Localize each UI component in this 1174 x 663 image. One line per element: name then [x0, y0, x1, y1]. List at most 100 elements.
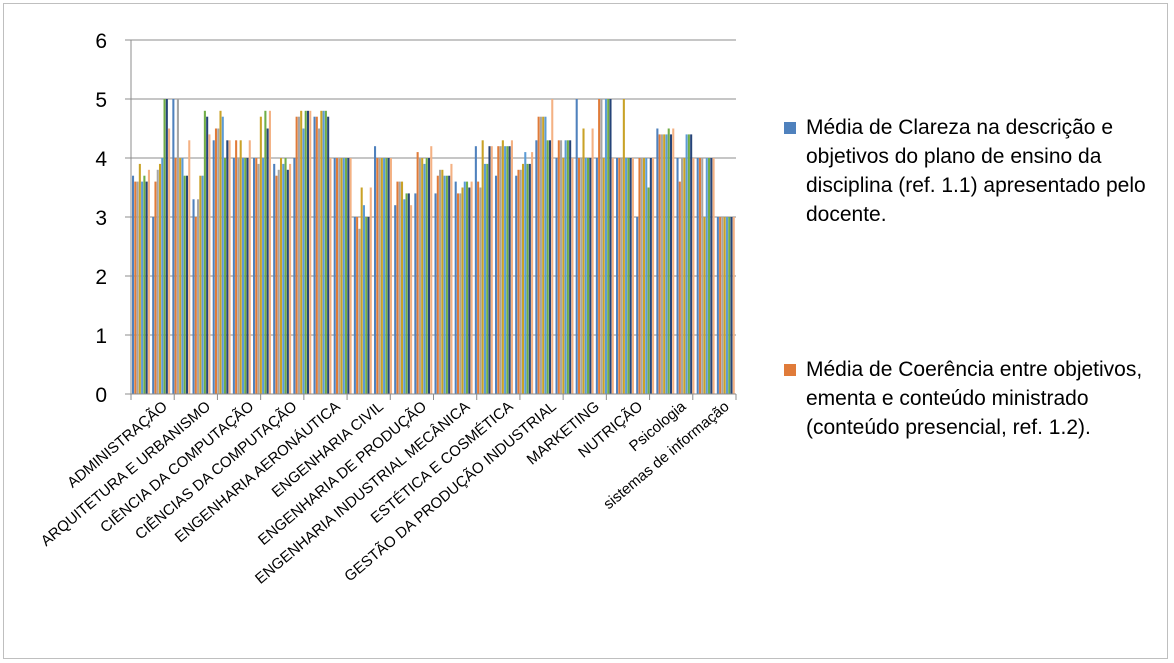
bar-series4-1 [158, 163, 162, 394]
bar-series2-13 [396, 181, 399, 394]
y-tick-label: 6 [95, 30, 107, 53]
bar-series5-23 [604, 99, 607, 394]
bar-series8-10 [349, 158, 352, 394]
bar-series2-22 [577, 158, 581, 394]
bar-series6-8 [304, 110, 307, 395]
bar-series5-9 [322, 110, 325, 395]
bar-series3-15 [439, 169, 442, 394]
bar-series4-0 [138, 163, 141, 394]
bar-series2-6 [255, 158, 258, 394]
bar-series8-29 [732, 217, 735, 394]
bar-series1-10 [333, 158, 336, 394]
bar-series2-7 [275, 175, 278, 394]
bar-series4-23 [602, 158, 605, 394]
bar-series6-2 [183, 175, 186, 394]
bar-series3-25 [640, 158, 643, 394]
bar-series3-14 [418, 158, 421, 394]
bar-series1-22 [575, 99, 578, 394]
bar-series6-20 [546, 140, 549, 394]
bar-series6-6 [264, 110, 267, 395]
bar-series6-0 [143, 175, 146, 394]
axes [125, 39, 737, 400]
bar-series4-9 [320, 110, 323, 395]
bar-series2-11 [356, 217, 359, 394]
bar-series3-3 [197, 199, 200, 394]
bar-series6-4 [224, 158, 227, 394]
bar-series1-23 [595, 158, 598, 394]
bar-series5-21 [564, 140, 567, 394]
bar-series6-25 [647, 187, 650, 394]
bar-series3-10 [338, 158, 341, 394]
bar-series6-13 [405, 193, 408, 394]
bar-series7-6 [266, 128, 269, 394]
bar-series7-9 [327, 116, 330, 394]
bar-series4-12 [380, 158, 383, 394]
bar-series3-7 [277, 169, 280, 394]
bar-series4-21 [562, 158, 565, 394]
y-tick-label: 2 [95, 266, 107, 289]
bar-series2-26 [658, 134, 661, 394]
bar-series5-22 [584, 158, 587, 394]
bar-series4-6 [259, 116, 262, 394]
bar-series8-27 [692, 158, 695, 394]
bar-series1-3 [192, 199, 195, 394]
bar-series2-29 [719, 217, 722, 394]
bar-series7-2 [185, 175, 189, 394]
bar-series7-26 [669, 134, 673, 394]
bar-series7-22 [589, 158, 592, 394]
bar-series1-12 [374, 146, 377, 394]
bar-series4-18 [501, 140, 504, 394]
bar-series3-1 [156, 169, 159, 394]
bar-series5-15 [443, 175, 446, 394]
bar-series1-29 [716, 217, 719, 394]
bar-series3-22 [580, 158, 583, 394]
bar-series2-17 [477, 181, 480, 394]
legend-swatch-clareza [784, 122, 796, 134]
bar-series2-16 [456, 193, 460, 394]
bar-series1-11 [353, 217, 356, 394]
bar-series5-12 [383, 158, 386, 394]
bar-series6-23 [607, 99, 610, 394]
bar-series4-4 [219, 110, 222, 395]
bar-series8-28 [712, 158, 715, 394]
bar-series8-21 [571, 158, 574, 394]
bar-series6-22 [587, 158, 590, 394]
bar-series8-26 [672, 128, 675, 394]
bar-series8-23 [611, 158, 614, 394]
bar-series8-17 [490, 146, 493, 394]
bar-series1-1 [152, 217, 155, 394]
bar-series1-21 [555, 158, 558, 394]
bar-series1-5 [232, 158, 235, 394]
bar-series2-20 [537, 116, 540, 394]
bar-series5-17 [483, 163, 486, 394]
bar-series8-25 [652, 158, 655, 394]
bar-series3-8 [297, 116, 300, 394]
bar-series2-27 [678, 181, 681, 394]
bar-series5-19 [524, 152, 527, 394]
bar-series2-21 [557, 140, 560, 394]
bar-series4-19 [521, 163, 525, 394]
bar-series7-8 [306, 110, 310, 395]
bar-series2-1 [154, 181, 157, 394]
bar-series4-15 [441, 169, 444, 394]
bar-series6-28 [708, 158, 711, 394]
bar-series5-18 [504, 146, 507, 394]
bar-series6-11 [365, 217, 368, 394]
bar-series3-26 [660, 134, 663, 394]
bar-series3-5 [237, 158, 240, 394]
bar-series4-7 [279, 158, 283, 394]
bar-series4-13 [400, 181, 404, 394]
bar-series7-17 [488, 146, 491, 394]
bar-series8-20 [551, 99, 554, 394]
bar-series4-16 [461, 187, 464, 394]
bar-series5-28 [705, 158, 708, 394]
bar-series8-14 [430, 146, 433, 394]
bar-series1-0 [132, 175, 135, 394]
bar-series5-20 [544, 116, 547, 394]
bar-series3-27 [681, 158, 684, 394]
bar-series2-14 [416, 152, 419, 394]
bar-series7-29 [730, 217, 733, 394]
bar-series8-4 [228, 140, 231, 394]
bar-series7-28 [710, 158, 713, 394]
bar-series4-2 [179, 158, 182, 394]
